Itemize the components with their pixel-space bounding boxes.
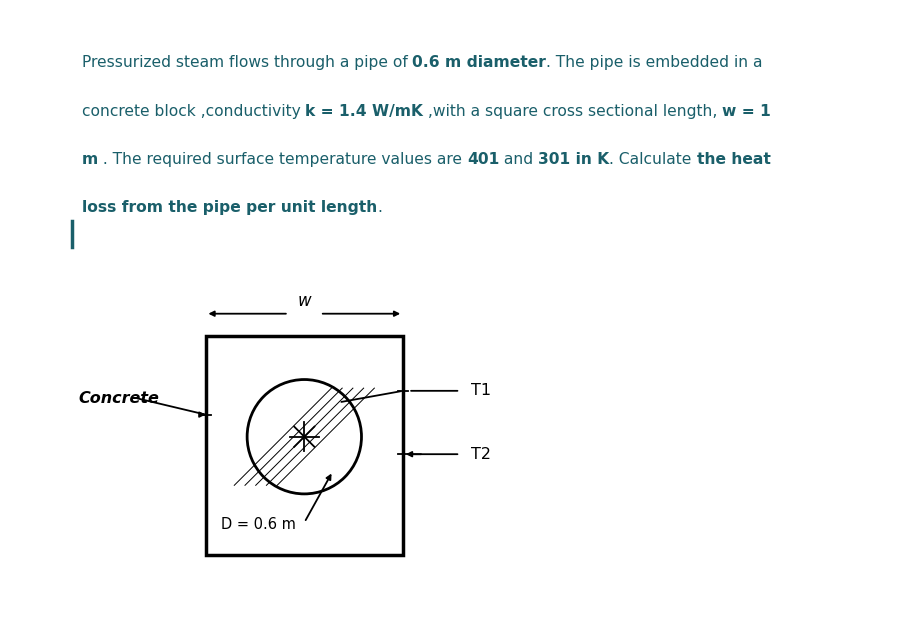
Text: k = 1.4 W/mK: k = 1.4 W/mK	[305, 104, 423, 119]
Text: 401: 401	[466, 152, 498, 167]
Text: m: m	[81, 152, 98, 167]
Text: 301 in K: 301 in K	[537, 152, 609, 167]
Text: w: w	[297, 292, 311, 310]
Text: loss from the pipe per unit length: loss from the pipe per unit length	[81, 200, 377, 215]
Text: . Calculate: . Calculate	[609, 152, 696, 167]
Text: 0.6 m diameter: 0.6 m diameter	[412, 55, 545, 70]
Ellipse shape	[247, 379, 361, 494]
Text: concrete block ,conductivity: concrete block ,conductivity	[81, 104, 305, 119]
Text: T2: T2	[470, 447, 490, 462]
Text: .: .	[377, 200, 381, 215]
Bar	[205, 336, 403, 555]
Text: and: and	[498, 152, 537, 167]
Text: the heat: the heat	[696, 152, 769, 167]
Text: T1: T1	[470, 383, 490, 399]
Text: . The required surface temperature values are: . The required surface temperature value…	[98, 152, 466, 167]
Text: w = 1: w = 1	[721, 104, 770, 119]
Text: . The pipe is embedded in a: . The pipe is embedded in a	[545, 55, 762, 70]
Text: Concrete: Concrete	[78, 391, 159, 406]
Text: Pressurized steam flows through a pipe of: Pressurized steam flows through a pipe o…	[81, 55, 412, 70]
Text: D = 0.6 m: D = 0.6 m	[221, 517, 295, 532]
Text: ,with a square cross sectional length,: ,with a square cross sectional length,	[423, 104, 721, 119]
